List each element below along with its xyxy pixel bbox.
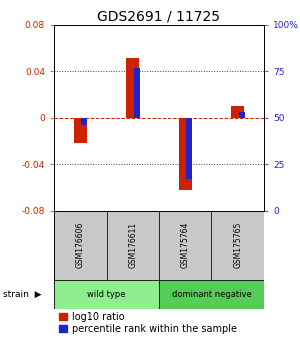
FancyBboxPatch shape (106, 211, 159, 280)
Text: GSM176611: GSM176611 (128, 222, 137, 268)
Bar (81, 118, 87, 125)
Bar (231, 106, 244, 118)
Text: strain  ▶: strain ▶ (3, 290, 41, 299)
Bar (74, 118, 87, 143)
FancyBboxPatch shape (159, 211, 211, 280)
Text: GSM175764: GSM175764 (181, 222, 190, 268)
Text: wild type: wild type (87, 290, 126, 299)
Bar (126, 58, 139, 118)
Text: dominant negative: dominant negative (172, 290, 251, 299)
Text: GSM176606: GSM176606 (76, 222, 85, 268)
Bar (238, 112, 245, 118)
FancyBboxPatch shape (54, 280, 159, 309)
Legend: log10 ratio, percentile rank within the sample: log10 ratio, percentile rank within the … (59, 312, 236, 334)
Bar (186, 118, 192, 179)
Bar (179, 118, 192, 190)
FancyBboxPatch shape (54, 211, 106, 280)
Bar (134, 68, 140, 118)
FancyBboxPatch shape (212, 211, 264, 280)
Text: GSM175765: GSM175765 (233, 222, 242, 268)
Title: GDS2691 / 11725: GDS2691 / 11725 (98, 10, 220, 24)
FancyBboxPatch shape (159, 280, 264, 309)
